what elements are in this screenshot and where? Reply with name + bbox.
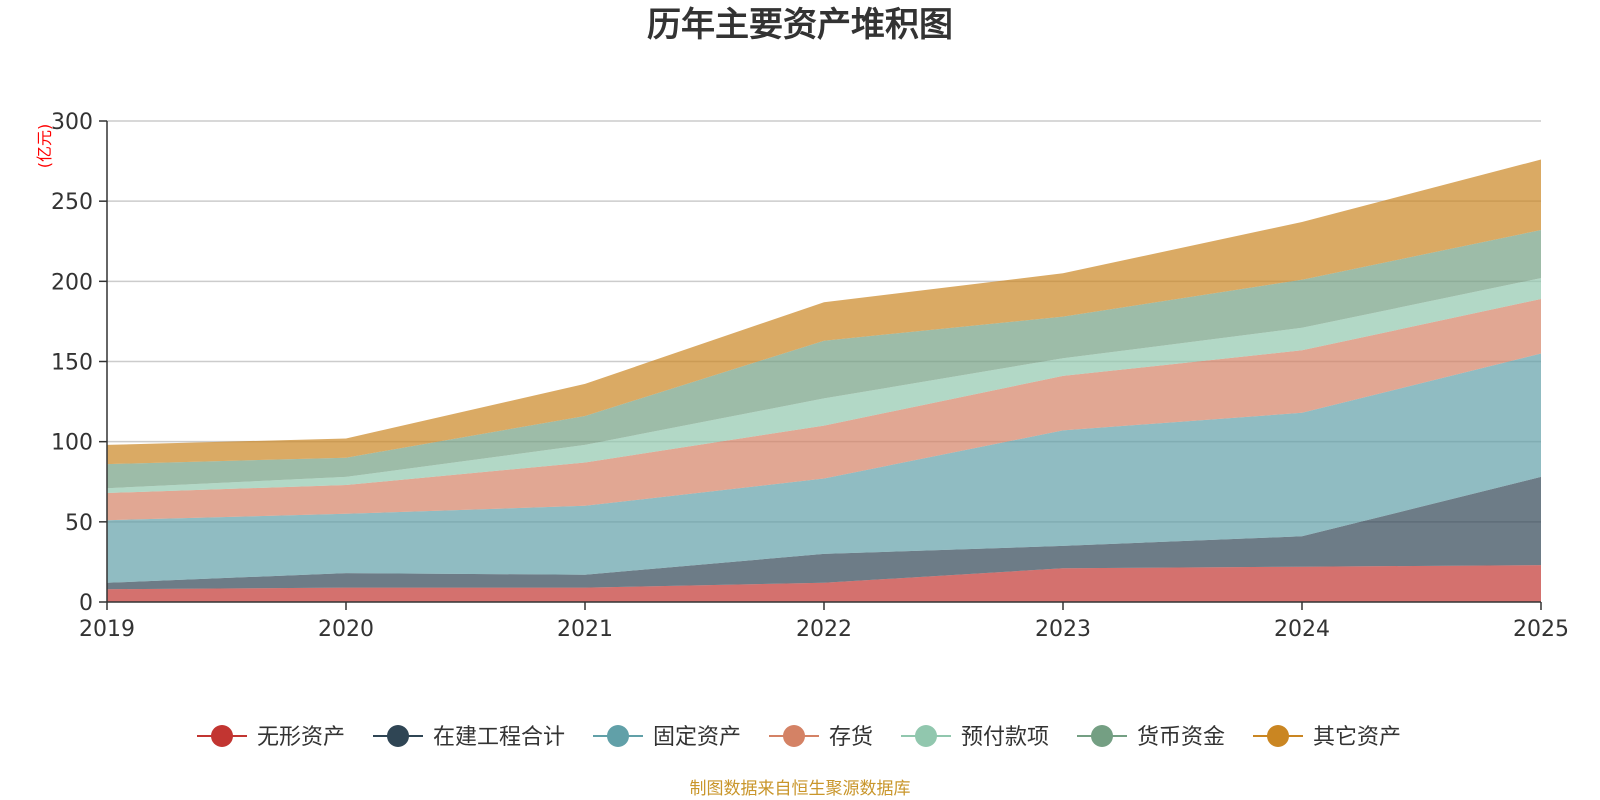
legend: 无形资产 在建工程合计 固定资产 存货 预付款项 货币资金 其它资产 — [197, 725, 1401, 750]
x-tick-label: 2023 — [1035, 617, 1091, 642]
x-tick-label: 2024 — [1274, 617, 1330, 642]
y-axis-unit: (亿元) — [35, 124, 54, 169]
legend-marker — [387, 725, 409, 747]
area-series — [107, 159, 1541, 602]
legend-item-在建工程合计[interactable]: 在建工程合计 — [373, 725, 565, 750]
legend-label: 货币资金 — [1137, 725, 1225, 750]
x-tick-label: 2025 — [1513, 617, 1569, 642]
area-货币资金 — [107, 230, 1541, 489]
legend-item-存货[interactable]: 存货 — [769, 725, 873, 750]
axes: 0 50 100 150 200 250 300 2019 2020 2021 2022 2023 20… — [51, 110, 1569, 642]
y-tick-label: 100 — [51, 431, 93, 456]
legend-label: 无形资产 — [257, 725, 345, 750]
area-无形资产 — [107, 565, 1541, 602]
y-tick-label: 50 — [65, 511, 93, 536]
x-tick-label: 2021 — [557, 617, 613, 642]
area-存货 — [107, 299, 1541, 521]
data-source-note: 制图数据来自恒生聚源数据库 — [690, 779, 911, 799]
x-tick-label: 2020 — [318, 617, 374, 642]
legend-marker — [783, 725, 805, 747]
legend-item-无形资产[interactable]: 无形资产 — [197, 725, 345, 750]
legend-label: 预付款项 — [961, 725, 1049, 750]
legend-label: 其它资产 — [1313, 725, 1401, 750]
legend-label: 存货 — [829, 725, 873, 750]
legend-marker — [1091, 725, 1113, 747]
area-在建工程合计 — [107, 476, 1541, 590]
y-tick-label: 300 — [51, 110, 93, 135]
area-其它资产 — [107, 159, 1541, 465]
y-tick-label: 150 — [51, 351, 93, 376]
legend-item-货币资金[interactable]: 货币资金 — [1077, 725, 1225, 750]
y-tick-label: 200 — [51, 270, 93, 295]
legend-label: 在建工程合计 — [433, 725, 565, 750]
legend-marker — [915, 725, 937, 747]
legend-label: 固定资产 — [653, 725, 741, 750]
area-固定资产 — [107, 353, 1541, 583]
y-tick-label: 0 — [79, 591, 93, 616]
legend-marker — [211, 725, 233, 747]
legend-marker — [607, 725, 629, 747]
x-tick-label: 2022 — [796, 617, 852, 642]
chart-title: 历年主要资产堆积图 — [647, 5, 953, 45]
x-tick-label: 2019 — [79, 617, 135, 642]
legend-item-固定资产[interactable]: 固定资产 — [593, 725, 741, 750]
y-tick-label: 250 — [51, 190, 93, 215]
legend-item-其它资产[interactable]: 其它资产 — [1253, 725, 1401, 750]
legend-item-预付款项[interactable]: 预付款项 — [901, 725, 1049, 750]
legend-marker — [1267, 725, 1289, 747]
